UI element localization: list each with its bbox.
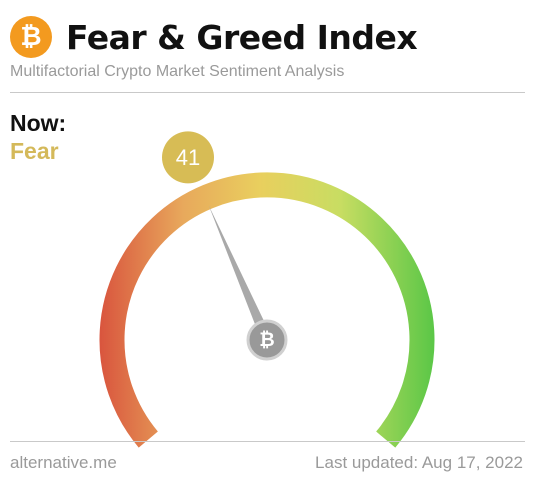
gauge-hub: ₿ [246,319,288,361]
now-label: Now: [10,110,67,136]
bitcoin-icon: ₿ [10,16,52,58]
gauge-hub-glyph: ₿ [259,329,274,351]
gauge-needle [208,205,272,343]
bitcoin-logo-glyph: ₿ [20,22,42,52]
index-value: 41 [176,145,200,170]
header: ₿ Fear & Greed Index [10,14,418,60]
page-subtitle: Multifactorial Crypto Market Sentiment A… [10,63,345,80]
sentiment-classification: Fear [10,138,59,164]
divider-bottom [10,441,525,442]
last-updated: Last updated: Aug 17, 2022 [315,453,523,472]
page-title: Fear & Greed Index [66,17,418,57]
bitcoin-icon [246,319,288,361]
index-value-badge-circle [162,131,214,184]
divider-top [10,92,525,93]
source-link[interactable]: alternative.me [10,453,117,472]
gauge-arc [99,172,435,448]
index-value-badge: 41 [162,131,214,184]
